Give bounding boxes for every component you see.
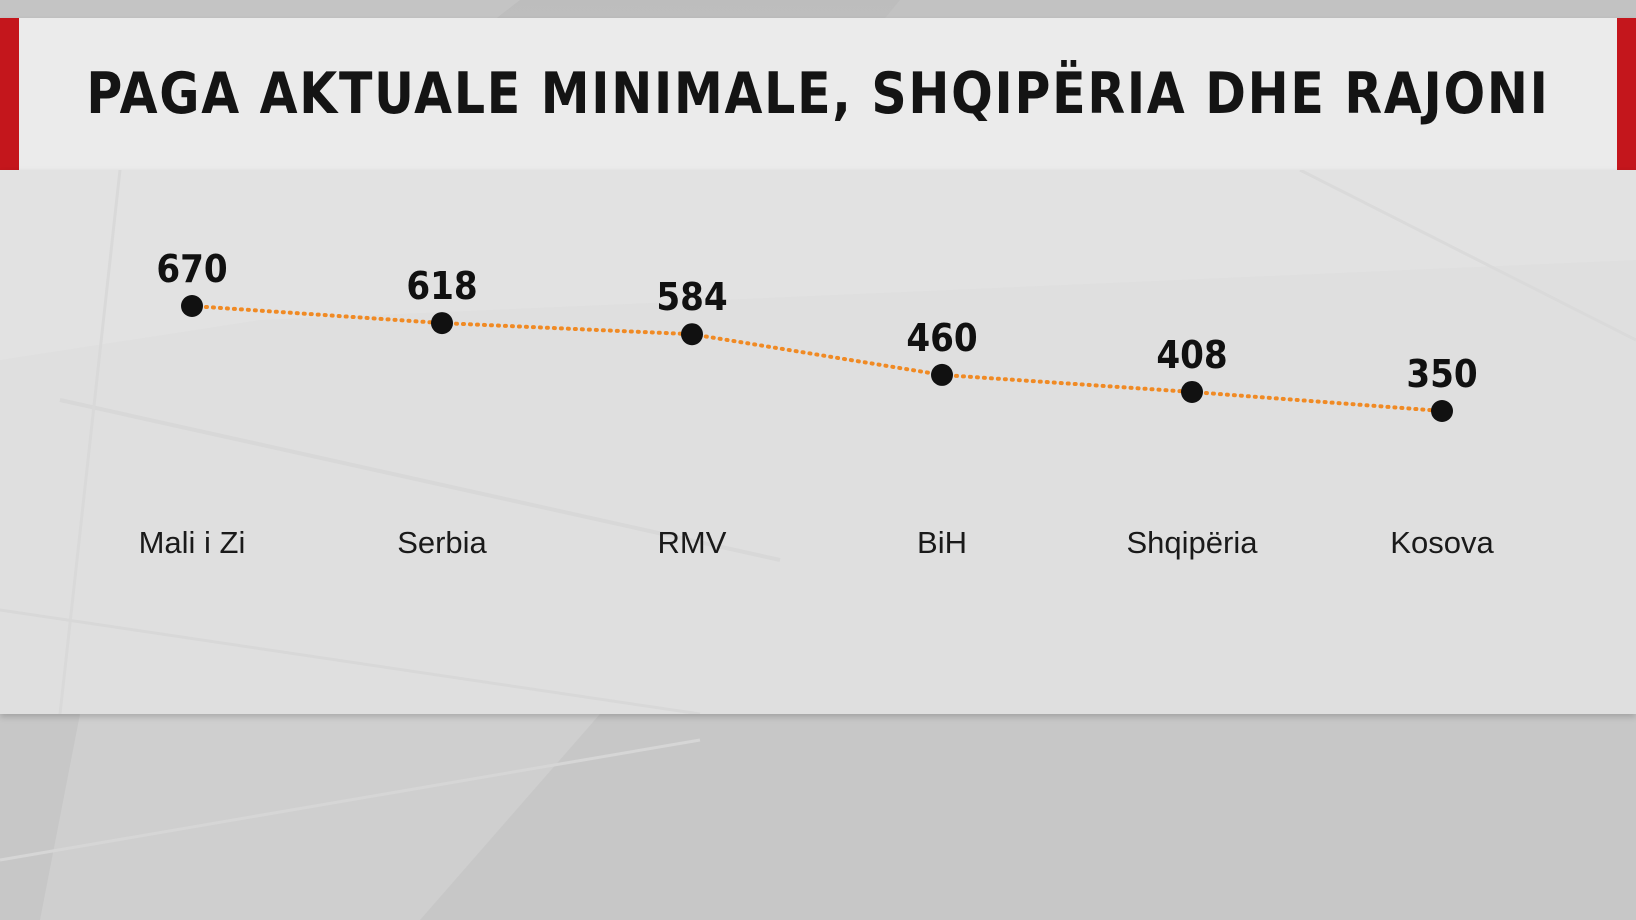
data-label: 670 (156, 247, 227, 291)
data-point (181, 295, 203, 317)
data-label: 350 (1406, 352, 1477, 396)
panel-decoration (0, 170, 1636, 714)
category-label: Mali i Zi (139, 525, 246, 560)
data-point (931, 363, 953, 386)
line-segment (690, 332, 944, 377)
line-segment (1190, 389, 1444, 413)
category-label: Serbia (397, 525, 487, 560)
category-label: Shqipëria (1127, 525, 1259, 560)
data-label: 618 (406, 264, 477, 308)
data-point (431, 312, 453, 335)
data-label: 460 (906, 316, 977, 360)
data-point (1431, 400, 1453, 422)
line-segment (940, 372, 1194, 394)
chart-panel: 670 618 584 460 408 350 Mali i Zi Serbia RMV BiH… (0, 170, 1636, 714)
category-label: Kosova (1390, 525, 1494, 560)
line-chart: 670 618 584 460 408 350 Mali i Zi Serbia RMV BiH… (0, 170, 1636, 714)
data-point (681, 323, 703, 346)
page-title: PAGA AKTUALE MINIMALE, SHQIPËRIA DHE RAJ… (86, 61, 1550, 127)
title-bar: PAGA AKTUALE MINIMALE, SHQIPËRIA DHE RAJ… (0, 18, 1636, 170)
accent-bar-left (0, 18, 19, 170)
data-point (1181, 380, 1203, 403)
category-label: RMV (658, 525, 727, 560)
line-segment (190, 304, 444, 326)
category-label: BiH (917, 525, 967, 560)
line-segment (440, 321, 694, 337)
data-label: 584 (656, 275, 727, 319)
data-label: 408 (1156, 333, 1227, 377)
accent-bar-right (1617, 18, 1636, 170)
